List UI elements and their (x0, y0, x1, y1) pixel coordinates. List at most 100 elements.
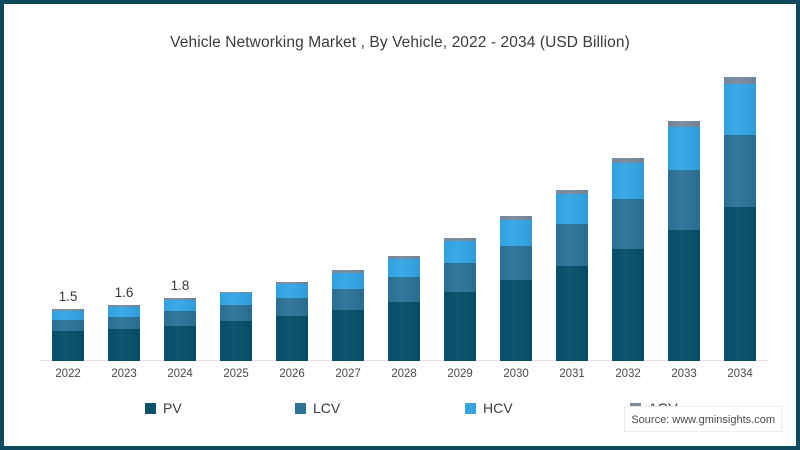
bar-segment-pv[interactable] (444, 292, 476, 361)
source-attribution: Source: www.gminsights.com (624, 406, 782, 432)
x-tick-label: 2034 (727, 368, 753, 380)
bar-segment-agv[interactable] (500, 216, 532, 221)
bar-group[interactable] (432, 76, 488, 361)
bar-segment-pv[interactable] (164, 325, 196, 361)
bar-segment-lcv[interactable] (276, 297, 308, 317)
legend-swatch-icon (295, 402, 306, 414)
bar-segment-agv[interactable] (612, 158, 644, 164)
bar-segment-pv[interactable] (500, 280, 532, 361)
bar-segment-agv[interactable] (164, 298, 196, 301)
bar-segment-pv[interactable] (332, 309, 364, 361)
bar-segment-lcv[interactable] (220, 305, 252, 322)
bar-segment-lcv[interactable] (612, 199, 644, 250)
bar-group[interactable] (600, 76, 656, 361)
x-tick-label: 2029 (447, 368, 473, 380)
bar-segment-pv[interactable] (52, 331, 84, 361)
x-tick-label: 2027 (335, 368, 361, 380)
bar-group[interactable] (376, 76, 432, 361)
stacked-bar[interactable] (388, 256, 420, 361)
bar-segment-lcv[interactable] (388, 277, 420, 302)
bar-segment-hcv[interactable] (276, 283, 308, 298)
stacked-bar[interactable] (276, 281, 308, 361)
stacked-bar[interactable] (444, 238, 476, 361)
bar-segment-lcv[interactable] (108, 316, 140, 330)
bar-segment-hcv[interactable] (332, 272, 364, 289)
bar-group[interactable] (264, 76, 320, 361)
x-tick-label: 2022 (55, 368, 81, 380)
bar-segment-hcv[interactable] (164, 300, 196, 312)
x-tick-label: 2025 (223, 368, 249, 380)
bar-segment-agv[interactable] (724, 76, 756, 85)
stacked-bar[interactable] (556, 189, 588, 361)
bar-segment-lcv[interactable] (332, 288, 364, 310)
bar-segment-lcv[interactable] (724, 135, 756, 208)
bar-value-label: 1.6 (114, 285, 134, 301)
bar-segment-pv[interactable] (108, 329, 140, 361)
stacked-bar[interactable] (164, 298, 196, 361)
bar-segment-pv[interactable] (220, 321, 252, 361)
bar-segment-lcv[interactable] (444, 263, 476, 293)
bar-group[interactable] (208, 76, 264, 361)
chart-canvas: Vehicle Networking Market , By Vehicle, … (4, 4, 796, 446)
bar-segment-hcv[interactable] (220, 293, 252, 306)
bar-segment-pv[interactable] (612, 249, 644, 361)
bar-segment-agv[interactable] (668, 120, 700, 127)
bar-segment-agv[interactable] (108, 305, 140, 307)
bar-value-label: 1.5 (58, 288, 78, 304)
bar-segment-hcv[interactable] (612, 163, 644, 200)
legend-label: HCV (483, 400, 513, 416)
bar-segment-agv[interactable] (52, 308, 84, 311)
bar-segment-pv[interactable] (388, 301, 420, 361)
bar-segment-lcv[interactable] (668, 169, 700, 230)
stacked-bar[interactable] (724, 76, 756, 361)
bar-segment-pv[interactable] (556, 266, 588, 361)
bar-segment-agv[interactable] (388, 256, 420, 259)
legend-item-hcv[interactable]: HCV (465, 400, 513, 416)
bar-segment-hcv[interactable] (556, 194, 588, 225)
bar-segment-hcv[interactable] (444, 241, 476, 263)
stacked-bar[interactable] (500, 216, 532, 361)
bar-group[interactable]: 1.6 (96, 76, 152, 361)
legend-swatch-icon (465, 402, 476, 414)
bar-segment-agv[interactable] (556, 189, 588, 195)
bar-group[interactable] (320, 76, 376, 361)
bar-segment-hcv[interactable] (388, 258, 420, 278)
bar-segment-hcv[interactable] (500, 220, 532, 246)
bar-segment-hcv[interactable] (52, 310, 84, 321)
legend-item-lcv[interactable]: LCV (295, 400, 340, 416)
bar-segment-agv[interactable] (444, 238, 476, 242)
stacked-bar[interactable] (668, 120, 700, 361)
stacked-bar[interactable] (52, 308, 84, 361)
chart-title: Vehicle Networking Market , By Vehicle, … (170, 34, 630, 51)
stacked-bar[interactable] (332, 270, 364, 361)
bar-group[interactable] (656, 76, 712, 361)
bar-segment-lcv[interactable] (52, 320, 84, 332)
bar-segment-pv[interactable] (724, 207, 756, 361)
bar-segment-agv[interactable] (276, 281, 308, 284)
bar-segment-hcv[interactable] (668, 126, 700, 170)
x-tick-label: 2028 (391, 368, 417, 380)
bar-segment-agv[interactable] (220, 291, 252, 294)
x-tick-label: 2033 (671, 368, 697, 380)
legend-item-pv[interactable]: PV (145, 400, 182, 416)
bar-group[interactable] (712, 76, 768, 361)
x-tick-label: 2030 (503, 368, 529, 380)
x-axis-tick-labels: 2022 2023 2024 2025 2026 2027 2028 2029 2030 2031… (40, 368, 768, 386)
bar-segment-pv[interactable] (276, 316, 308, 361)
bar-group[interactable] (544, 76, 600, 361)
stacked-bar[interactable] (612, 158, 644, 361)
bar-group[interactable]: 1.5 (40, 76, 96, 361)
stacked-bar[interactable] (220, 291, 252, 361)
bar-segment-pv[interactable] (668, 229, 700, 361)
bar-group[interactable] (488, 76, 544, 361)
bar-segment-hcv[interactable] (724, 84, 756, 136)
bar-segment-hcv[interactable] (108, 306, 140, 317)
bar-group[interactable]: 1.8 (152, 76, 208, 361)
bar-segment-lcv[interactable] (556, 224, 588, 267)
stacked-bar[interactable] (108, 305, 140, 361)
x-tick-label: 2026 (279, 368, 305, 380)
bar-segment-lcv[interactable] (500, 245, 532, 281)
bar-segment-agv[interactable] (332, 270, 364, 273)
bar-segment-lcv[interactable] (164, 311, 196, 326)
